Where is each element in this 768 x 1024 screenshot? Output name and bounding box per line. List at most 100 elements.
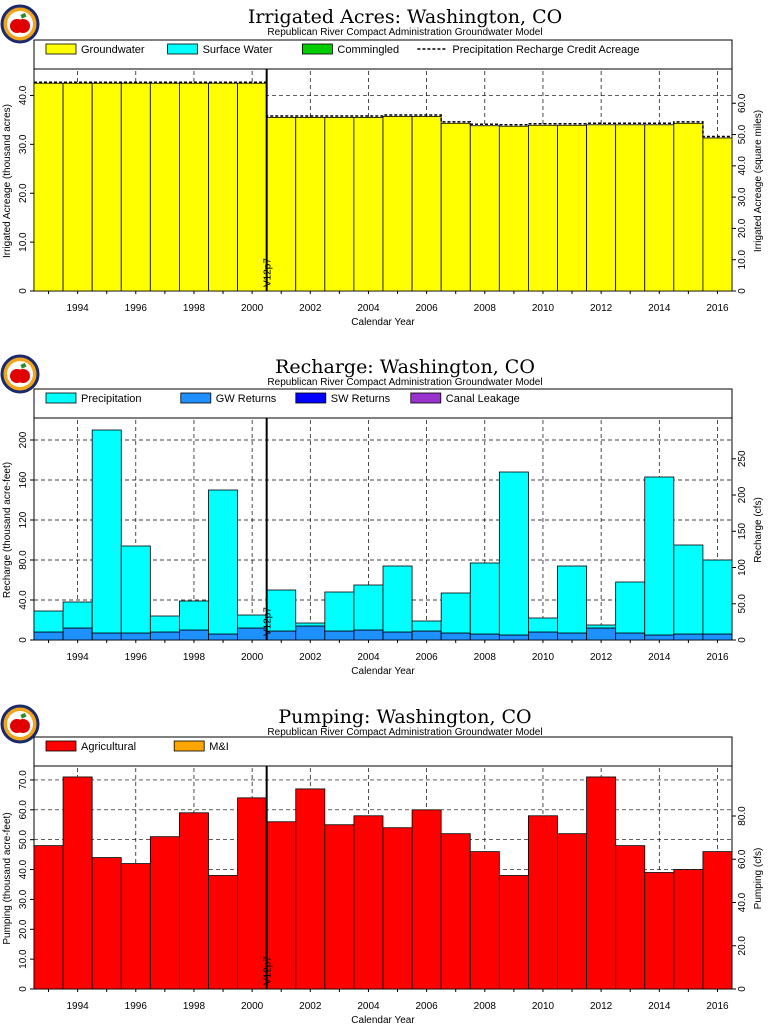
ytick-label: 0 [18,637,29,643]
bar-groundwater-2004 [353,117,384,292]
ytick-label: 30.0 [18,889,29,909]
bar-precipitation-2011 [557,565,587,634]
legend-entry: Groundwater [81,44,145,56]
legend-entry: Agricultural [81,741,136,753]
bar-agricultural-1999 [208,875,238,990]
xtick-label: 2014 [648,303,671,314]
legend-entry: Surface Water [203,44,273,56]
bar-gw-returns-1998 [179,629,209,641]
bar-precipitation-2003 [324,591,355,632]
logo-apple-right [16,19,30,33]
bar-groundwater-2012 [586,124,617,292]
bar-precipitation-2014 [644,476,675,636]
xtick-label: 2002 [299,1001,322,1012]
bar-groundwater-2000 [237,82,268,292]
bar-precipitation-1998 [179,600,209,631]
ytick-label: 0 [18,986,29,992]
ytick-label: 20.0 [18,919,29,939]
xtick-label: 2008 [474,303,497,314]
legend-entry: M&I [209,741,229,753]
bar-precipitation-2009 [498,471,529,636]
y2tick-label: 200 [737,486,748,503]
xtick-label: 2012 [590,303,613,314]
bar-precipitation-2013 [615,581,646,634]
xtick-label: 1998 [183,1001,206,1012]
legend-swatch [180,392,212,404]
chart-title: Recharge: Washington, CO [275,356,535,378]
y2tick-label: 250 [737,450,748,467]
ytick-label: 50.0 [18,830,29,850]
xtick-label: 1998 [183,652,206,663]
bar-agricultural-1993 [33,845,64,990]
xtick-label: 2004 [357,1001,380,1012]
y2tick-label: 60.0 [737,849,748,869]
xtick-label: 2002 [299,303,322,314]
bar-groundwater-2008 [469,125,500,292]
bar-groundwater-1997 [149,82,180,292]
ytick-label: 70.0 [18,770,29,790]
bar-precipitation-2005 [382,565,413,633]
bar-gw-returns-2009 [498,634,529,641]
y2tick-label: 20.0 [737,936,748,956]
xtick-label: 2012 [590,652,613,663]
bar-precipitation-1997 [149,615,180,633]
bar-precipitation-1995 [91,429,122,634]
xtick-label: 2010 [532,303,555,314]
bar-groundwater-2016 [702,137,733,292]
y2tick-label: 80.0 [737,806,748,826]
bar-groundwater-1996 [120,82,151,292]
bar-agricultural-2015 [673,869,704,990]
legend-swatch [45,43,77,55]
bar-agricultural-1995 [91,857,122,990]
bar-gw-returns-2007 [440,632,471,641]
bar-precipitation-2001 [266,589,297,632]
bar-gw-returns-2011 [557,632,587,641]
bar-gw-returns-1999 [208,633,238,641]
ytick-label: 40.0 [18,590,29,610]
y2tick-label: 50.0 [737,124,748,144]
y2tick-label: 0 [737,986,748,992]
bar-groundwater-2003 [324,117,355,292]
xtick-label: 2000 [241,652,264,663]
bar-precipitation-2007 [440,592,471,634]
legend-swatch [45,740,77,752]
logo-leaf [20,12,27,19]
chart-subtitle: Republican River Compact Administration … [267,727,542,738]
model-version-label: V12p7 [263,258,274,287]
bar-groundwater-1999 [208,82,238,292]
bar-gw-returns-1993 [33,631,64,641]
bar-agricultural-1994 [62,776,93,990]
y-axis-label: Recharge (thousand acre-feet) [2,462,13,598]
ytick-label: 80.0 [18,550,29,570]
ytick-label: 0 [18,288,29,294]
legend-swatch [167,43,199,55]
y2tick-label: 50.0 [737,594,748,614]
bar-precipitation-1993 [33,610,64,633]
legend-entry: SW Returns [331,393,391,405]
chart-title: Irrigated Acres: Washington, CO [248,6,562,28]
ytick-label: 30.0 [18,134,29,154]
legend-entry: Canal Leakage [446,393,520,405]
bar-groundwater-2011 [557,124,587,292]
bar-groundwater-2010 [528,124,558,292]
xtick-label: 2010 [532,1001,555,1012]
bar-gw-returns-1995 [91,632,122,641]
logo-leaf [20,362,27,369]
y2tick-label: 10.0 [737,250,748,270]
bar-precipitation-2010 [528,617,558,633]
bar-precipitation-1994 [62,601,93,629]
bar-gw-returns-2005 [382,631,413,641]
bar-agricultural-2013 [615,845,646,990]
model-version-label: V12p7 [263,607,274,636]
xtick-label: 2016 [706,303,729,314]
bar-precipitation-1996 [120,545,151,634]
y-axis-label: Pumping (thousand acre-feet) [2,812,13,944]
legend-swatch [410,392,442,404]
legend-swatch [295,392,327,404]
bar-precipitation-2004 [353,584,384,631]
ytick-label: 60.0 [18,800,29,820]
bar-precipitation-2002 [295,622,326,627]
